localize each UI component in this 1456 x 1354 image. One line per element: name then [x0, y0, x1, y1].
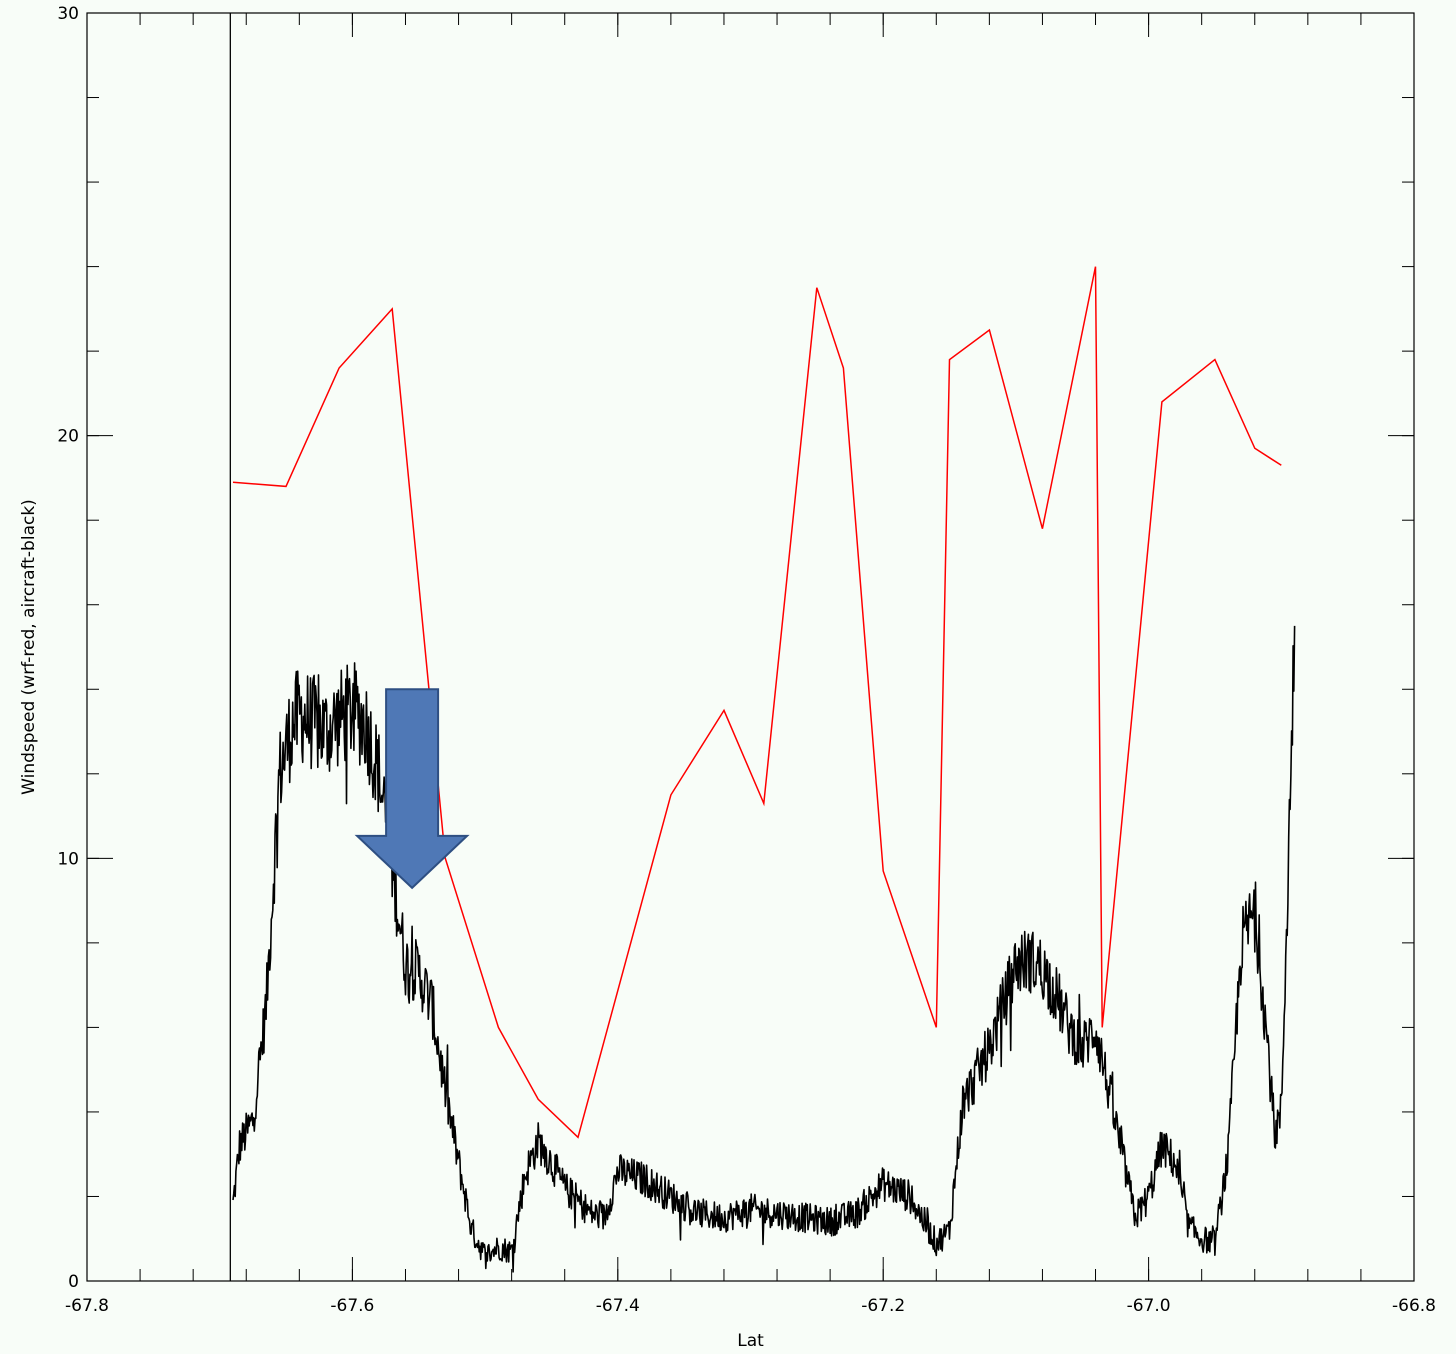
plot-frame [86, 12, 1415, 1282]
y-axis-title: Windspeed (wrf-red, aircraft-black) [19, 499, 39, 795]
y-tick-label: 20 [57, 427, 79, 447]
series-aircraft-line [232, 625, 1296, 1273]
x-tick-label: -66.8 [1392, 1296, 1436, 1316]
x-axis-title: Lat [737, 1331, 764, 1351]
x-tick-label: -67.8 [65, 1296, 109, 1316]
plot-area-border [86, 12, 1415, 1282]
x-tick-label: -67.4 [596, 1296, 640, 1316]
x-tick-label: -67.2 [861, 1296, 905, 1316]
x-tick-label: -67.0 [1127, 1296, 1171, 1316]
y-tick-label: 0 [68, 1272, 79, 1292]
tick-labels: -67.8 -67.6 -67.4 -67.2 -67.0 -66.8 0 10 20 30 [57, 4, 1436, 1316]
y-tick-label: 30 [57, 4, 79, 24]
y-tick-label: 10 [57, 849, 79, 869]
x-tick-label: -67.6 [330, 1296, 374, 1316]
annotation [354, 688, 470, 890]
down-arrow-icon [354, 688, 470, 890]
